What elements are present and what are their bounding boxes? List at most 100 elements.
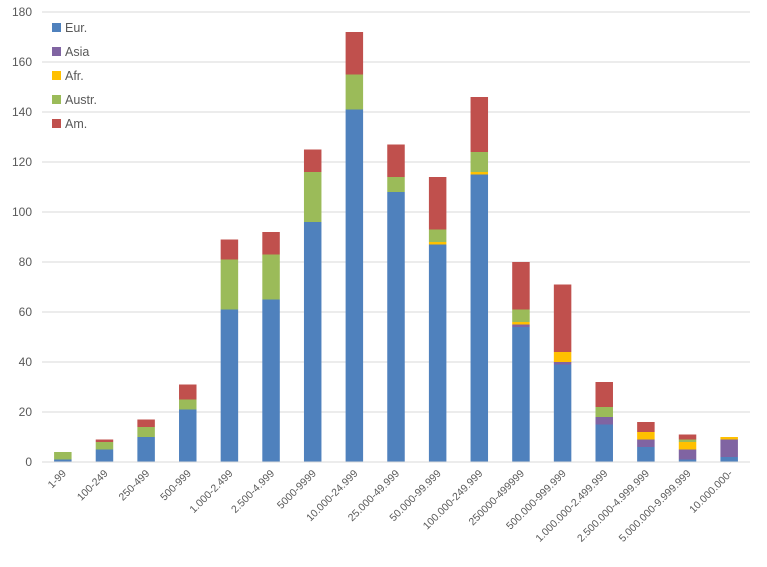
x-tick-label: 1.000.000-2.499.999 — [533, 468, 610, 545]
bar-segment — [637, 422, 655, 432]
x-tick-label: 5000-9999 — [275, 468, 319, 512]
x-tick-label: 1.000-2.499 — [187, 468, 235, 516]
bar-segment — [220, 309, 239, 462]
bar-segment — [553, 362, 572, 365]
bar-segment — [345, 74, 364, 110]
bar-segment — [553, 284, 572, 352]
y-tick-label: 40 — [19, 355, 33, 369]
legend-item: Austr. — [52, 93, 97, 107]
x-axis-ticks: 1-99 100-249 250-499 500-9991.000-2.4992.50… — [46, 467, 736, 544]
bar-segment — [470, 172, 489, 175]
bar-segment — [678, 442, 697, 450]
bar-segment — [54, 459, 72, 462]
bar-segment — [303, 149, 322, 172]
bar-segment — [470, 174, 489, 462]
bar-segment — [470, 97, 489, 152]
bar-segment — [95, 449, 114, 462]
bar-segment — [678, 434, 697, 440]
bar-segment — [678, 459, 697, 462]
bar-segment — [387, 177, 405, 192]
y-tick-label: 60 — [19, 305, 33, 319]
legend-label: Austr. — [65, 93, 97, 107]
bar-segment — [179, 399, 197, 410]
bar-segment — [428, 177, 447, 230]
bar-segment — [303, 222, 322, 462]
y-tick-label: 160 — [12, 55, 32, 69]
bar-segment — [220, 239, 239, 260]
bar-segment — [95, 442, 114, 450]
bar-segment — [595, 407, 613, 417]
bar-segment — [220, 259, 239, 310]
legend-swatch — [52, 71, 61, 80]
legend-item: Afr. — [52, 69, 84, 83]
bar-segment — [470, 152, 489, 172]
bar-segment — [512, 262, 530, 310]
legend-item: Asia — [52, 45, 89, 59]
bar-segment — [428, 229, 447, 242]
legend: Eur. Asia Afr. Austr. Am. — [52, 21, 97, 131]
bar-segment — [720, 437, 738, 440]
bar-segment — [512, 324, 530, 327]
bar-segment — [678, 449, 697, 460]
bar-segment — [262, 299, 280, 462]
bar-segment — [637, 432, 655, 440]
bar-segment — [720, 457, 738, 462]
bar-segment — [428, 242, 447, 245]
bar-segment — [345, 32, 364, 75]
bar-segment — [387, 192, 405, 462]
bar-segment — [595, 424, 613, 462]
bar-segment — [720, 439, 738, 457]
legend-label: Am. — [65, 117, 87, 131]
bar-segment — [345, 109, 364, 462]
legend-label: Eur. — [65, 21, 87, 35]
y-tick-label: 140 — [12, 105, 32, 119]
x-tick-label: 5.000.000-9.999.999 — [617, 468, 694, 545]
x-tick-label: 250-499 — [116, 468, 152, 504]
bars — [54, 32, 738, 462]
legend-swatch — [52, 119, 61, 128]
legend-item: Am. — [52, 117, 87, 131]
y-tick-label: 120 — [12, 155, 32, 169]
bar-segment — [262, 232, 280, 255]
x-tick-label: 2.500.000-4.999.999 — [575, 468, 652, 545]
x-tick-label: 10.000.000- — [687, 467, 735, 515]
bar-segment — [179, 409, 197, 462]
bar-segment — [137, 427, 155, 437]
y-tick-label: 0 — [25, 455, 32, 469]
y-tick-label: 180 — [12, 5, 32, 19]
bar-segment — [179, 384, 197, 400]
legend-swatch — [52, 95, 61, 104]
bar-segment — [595, 417, 613, 425]
x-tick-label: 500-999 — [158, 468, 194, 504]
bar-segment — [428, 244, 447, 462]
x-tick-label: 2.500-4.999 — [229, 468, 277, 516]
legend-label: Asia — [65, 45, 89, 59]
bar-segment — [678, 439, 697, 442]
bar-segment — [637, 447, 655, 462]
bar-segment — [512, 309, 530, 322]
y-axis-ticks: 0 20 40 60 80 100 120 140 160 180 — [12, 5, 32, 469]
bar-segment — [95, 439, 114, 442]
bar-segment — [553, 352, 572, 362]
bar-segment — [262, 254, 280, 300]
bar-segment — [595, 382, 613, 407]
bar-segment — [637, 439, 655, 447]
bar-segment — [303, 172, 322, 222]
x-tick-label: 100-249 — [75, 468, 111, 504]
bar-segment — [553, 364, 572, 462]
y-tick-label: 20 — [19, 405, 33, 419]
bar-segment — [387, 144, 405, 177]
y-tick-label: 100 — [12, 205, 32, 219]
bar-segment — [512, 327, 530, 462]
y-tick-label: 80 — [19, 255, 33, 269]
bar-segment — [137, 419, 155, 427]
bar-segment — [512, 322, 530, 325]
x-tick-label: 1-99 — [46, 468, 69, 491]
bar-segment — [137, 437, 155, 462]
legend-swatch — [52, 23, 61, 32]
legend-label: Afr. — [65, 69, 84, 83]
bar-segment — [54, 452, 72, 460]
legend-swatch — [52, 47, 61, 56]
